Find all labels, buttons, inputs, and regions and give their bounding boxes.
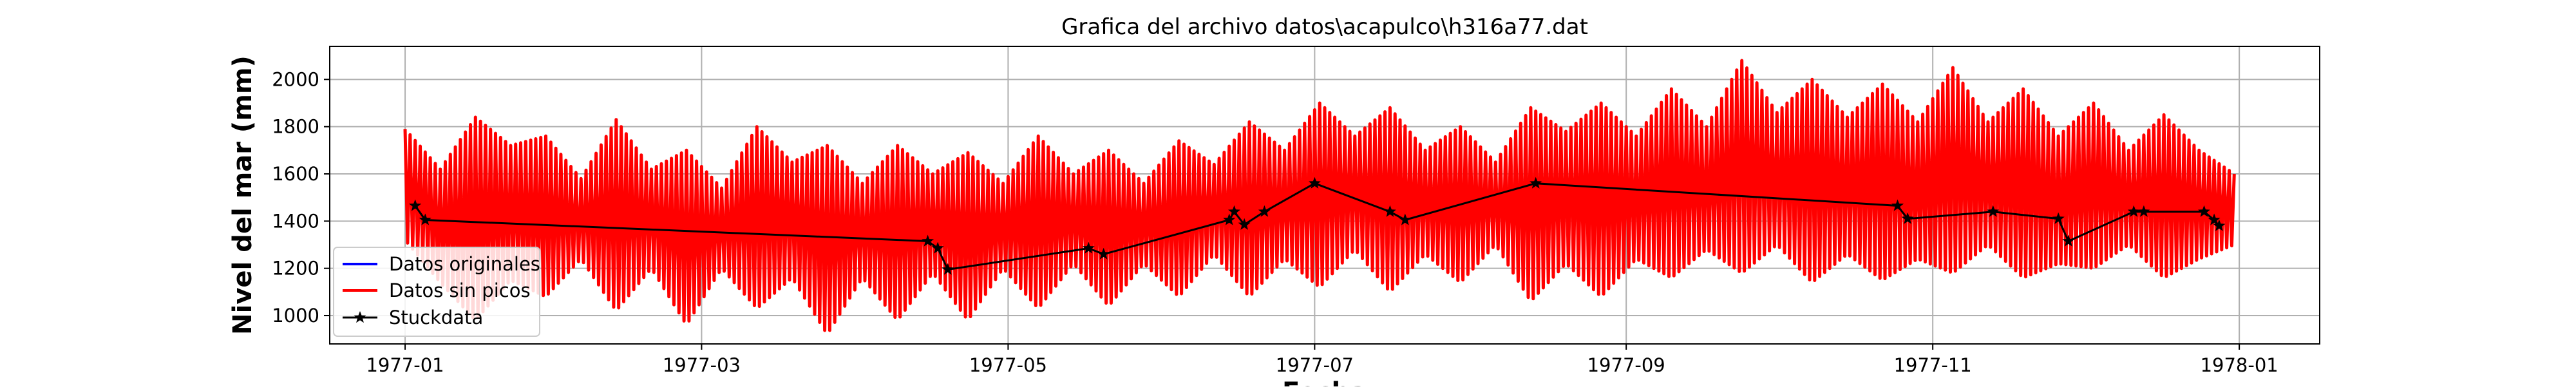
stuckdata-point (1097, 247, 1110, 260)
y-tick-label: 1400 (272, 210, 319, 232)
x-tick-label: 1977-11 (1894, 354, 1972, 376)
legend: Datos originales Datos sin picos Stuckda… (333, 247, 540, 337)
stuckdata-point (1901, 212, 1914, 224)
x-tick-label: 1977-07 (1276, 354, 1354, 376)
legend-box (333, 247, 540, 337)
y-tick-label: 1800 (272, 116, 319, 138)
stuckdata-point (2198, 205, 2210, 217)
x-tick-label: 1977-09 (1587, 354, 1665, 376)
stuckdata-point (1399, 213, 1412, 225)
y-axis-label: Nivel del mar (mm) (228, 55, 258, 335)
legend-label-datos-originales: Datos originales (389, 253, 540, 275)
chart-title: Grafica del archivo datos\acapulco\h316a… (1061, 14, 1588, 40)
stuckdata-point (419, 213, 431, 225)
stuckdata-point (1228, 205, 1241, 217)
y-tick-label: 1200 (272, 258, 319, 280)
stuckdata-point (942, 263, 954, 275)
x-axis-label: Fecha (1282, 377, 1367, 386)
x-tick-label: 1977-03 (663, 354, 741, 376)
stuckdata-point (2208, 213, 2221, 225)
stuckdata-point (1258, 205, 1271, 217)
stuckdata-point (1238, 218, 1251, 230)
stuckdata-point (1530, 176, 1542, 189)
series-datos-sin-picos (403, 59, 2236, 332)
x-tick-label: 1977-01 (366, 354, 444, 376)
plot-frame (329, 46, 2320, 345)
stuckdata-point (2127, 205, 2140, 217)
stuckdata-point (922, 234, 934, 247)
red-trace (403, 59, 2236, 332)
legend-star-marker (354, 311, 366, 323)
legend-label-stuckdata: Stuckdata (389, 307, 483, 328)
stuckdata-point (1383, 205, 1396, 217)
stuckdata-point (931, 242, 944, 254)
series-stuckdata (409, 176, 2226, 275)
stuckdata-point (409, 199, 422, 211)
x-tick-label: 1977-05 (969, 354, 1047, 376)
stuckdata-point (1223, 213, 1236, 225)
y-tick-label: 2000 (272, 68, 319, 90)
axis-ticks: 1977-01 1977-03 1977-05 1977-07 1977-09 1977-… (272, 68, 2278, 376)
legend-label-datos-sin-picos: Datos sin picos (389, 280, 531, 301)
y-tick-label: 1000 (272, 305, 319, 327)
y-tick-label: 1600 (272, 163, 319, 185)
stuckdata-point (1082, 242, 1095, 254)
x-tick-label: 1978-01 (2201, 354, 2278, 376)
stuckdata-point (2213, 219, 2226, 231)
stuckdata-point (1891, 199, 1904, 211)
stuckdata-point (2052, 212, 2065, 224)
stuckdata-point (1987, 205, 2000, 217)
stuckdata-point (2137, 205, 2150, 217)
stuckdata-point (2062, 234, 2075, 247)
stuckdata-point (1308, 176, 1321, 189)
